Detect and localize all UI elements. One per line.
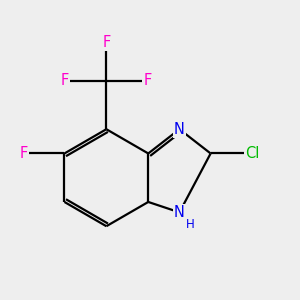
Text: F: F bbox=[143, 73, 152, 88]
Text: F: F bbox=[61, 73, 69, 88]
Text: H: H bbox=[185, 218, 194, 231]
Text: Cl: Cl bbox=[245, 146, 260, 161]
Text: F: F bbox=[102, 35, 110, 50]
Text: N: N bbox=[174, 122, 185, 137]
Text: F: F bbox=[20, 146, 28, 161]
Text: N: N bbox=[174, 205, 185, 220]
